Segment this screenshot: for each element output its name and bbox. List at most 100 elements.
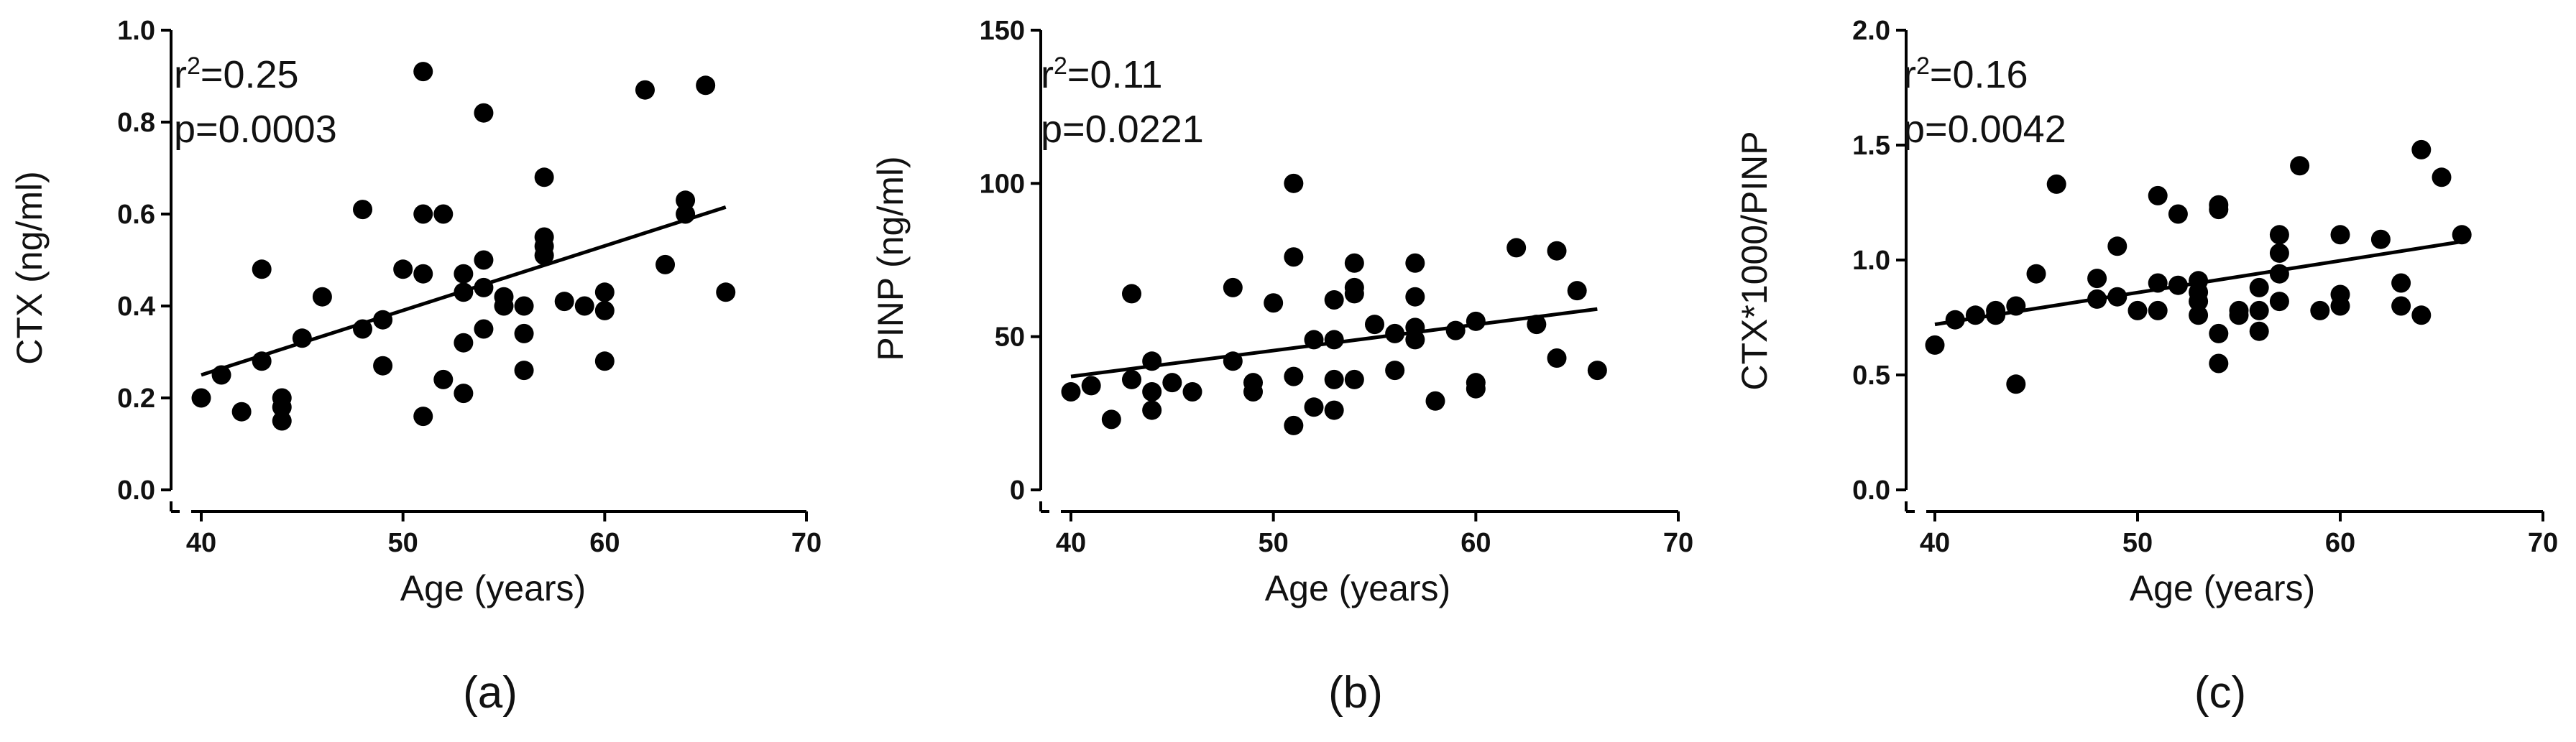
axes [170,30,806,513]
data-point [1223,277,1243,297]
data-point [2432,167,2452,187]
data-point [2006,296,2026,316]
data-point [1304,397,1324,417]
data-point [252,351,272,371]
r2-text: r2=0.11 [1041,52,1163,96]
data-point [1324,400,1344,420]
data-point [594,282,615,302]
data-point [2249,300,2269,320]
data-point [1162,373,1182,393]
y-axis-ticks: 0.0 0.2 0.4 0.6 0.8 1.0 [117,16,171,506]
data-point [534,246,554,266]
y-tick-label: 0.8 [117,108,155,138]
data-point [474,277,494,297]
data-point [454,264,474,284]
data-point [1284,415,1304,435]
y-tick-label: 50 [995,323,1025,353]
data-point [1081,376,1101,396]
data-point [1506,238,1527,258]
y-tick-label: 0.4 [117,292,155,322]
data-point [2411,305,2432,325]
data-point [1344,284,1364,304]
data-point [2269,264,2289,284]
data-point [1425,391,1445,411]
data-point [413,62,433,82]
x-tick-label: 50 [2122,528,2153,558]
data-point [1385,361,1405,381]
data-point [413,407,433,427]
y-tick-label: 1.0 [1852,246,1890,276]
data-point [1405,287,1425,307]
data-point [474,250,494,270]
data-point [656,254,676,274]
data-point [2046,174,2066,194]
data-point [433,369,454,389]
data-points [1925,139,2472,394]
data-points [1061,173,1607,435]
data-point [2148,300,2168,320]
x-axis-ticks: 40 50 60 70 [1920,511,2558,558]
data-point [2209,353,2229,374]
data-point [1547,241,1567,261]
data-point [1324,369,1344,389]
data-point [2370,229,2391,249]
x-axis-ticks: 40 50 60 70 [186,511,822,558]
data-point [2189,305,2209,325]
p-value-text: p=0.0003 [174,108,337,151]
data-point [2209,323,2229,343]
y-tick-label: 0.6 [117,200,155,230]
y-tick-label: 0 [1010,476,1025,506]
y-tick-label: 100 [980,169,1025,199]
data-point [1405,253,1425,273]
x-tick-label: 60 [2325,528,2355,558]
data-point [2128,300,2148,320]
data-point [514,323,534,343]
data-point [1142,351,1162,371]
data-point [413,204,433,224]
data-point [1925,335,1945,355]
data-point [1986,300,2006,320]
data-point [2148,273,2168,293]
data-point [2107,287,2128,307]
data-point [1122,284,1141,304]
data-point [696,75,716,96]
data-point [1587,361,1607,381]
x-tick-label: 70 [791,528,822,558]
data-point [1466,379,1486,399]
x-tick-label: 50 [1259,528,1289,558]
x-axis-title: Age (years) [400,568,586,608]
data-point [2330,296,2350,316]
x-tick-label: 40 [1056,528,1086,558]
panel-label: (b) [1328,668,1383,718]
x-tick-label: 70 [2528,528,2558,558]
data-point [554,292,574,312]
data-point [454,333,474,353]
data-point [2209,200,2229,220]
data-point [1284,247,1304,267]
data-point [454,282,474,302]
data-point [433,204,454,224]
p-value-text: p=0.0042 [1903,108,2066,151]
data-point [1945,310,1965,330]
panel-a: 0.0 0.2 0.4 0.6 0.8 1.0 40 50 60 70 r2=0.25 p=0.… [9,16,822,718]
data-point [594,351,615,371]
data-point [2310,300,2330,320]
data-point [635,80,655,100]
data-point [1344,253,1364,273]
data-point [312,287,332,307]
data-point [1182,381,1202,402]
data-point [2107,236,2128,256]
data-point [272,397,292,417]
data-point [1243,381,1263,402]
x-tick-label: 60 [1460,528,1491,558]
y-tick-label: 0.0 [1852,476,1890,506]
data-points [191,62,736,431]
data-point [2411,139,2432,159]
data-point [2229,305,2249,325]
panel-c: 0.0 0.5 1.0 1.5 2.0 40 50 60 70 r2=0.16 p=0.004… [1734,16,2558,718]
data-point [676,204,696,224]
data-point [1405,330,1425,350]
data-point [353,319,373,339]
y-tick-label: 0.0 [117,476,155,506]
